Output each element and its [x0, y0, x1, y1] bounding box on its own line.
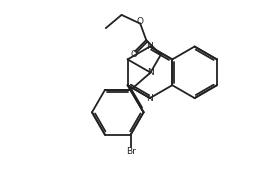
Text: N: N	[147, 94, 153, 103]
Text: O: O	[130, 50, 137, 59]
Text: N: N	[147, 42, 153, 51]
Text: N: N	[147, 68, 154, 77]
Text: O: O	[136, 16, 143, 26]
Text: Br: Br	[126, 147, 136, 156]
